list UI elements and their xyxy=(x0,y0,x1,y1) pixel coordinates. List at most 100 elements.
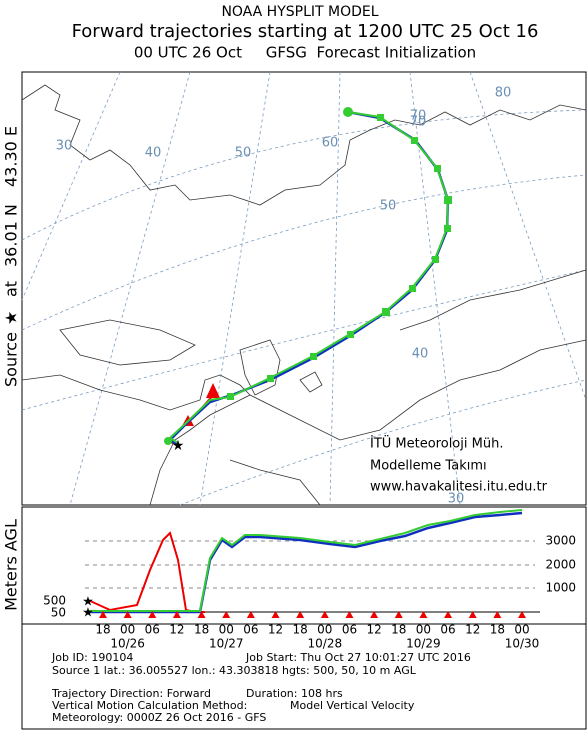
time-marker xyxy=(419,611,428,618)
subtitle: 00 UTC 26 Oct GFSG Forecast Initializati… xyxy=(134,44,476,62)
info-text: Model Vertical Velocity xyxy=(290,699,415,712)
height-blue xyxy=(88,511,523,614)
aral xyxy=(299,371,323,393)
time-marker xyxy=(99,611,107,618)
border xyxy=(399,269,587,331)
info-text: Source 1 lat.: 36.005527 lon.: 43.303818… xyxy=(52,664,417,677)
y-tick-label: 2000 xyxy=(545,558,576,572)
markers xyxy=(164,107,452,445)
hour-label: 00 xyxy=(120,623,135,637)
time-marker xyxy=(320,611,329,618)
gulf xyxy=(229,459,321,506)
date-label: 10/28 xyxy=(308,637,343,651)
time-marker xyxy=(468,611,477,618)
coastlines xyxy=(21,84,587,506)
info-text: Meteorology: 0000Z 26 Oct 2016 - GFS xyxy=(52,711,266,724)
map-frame xyxy=(21,71,587,506)
side-text: 43.30 E xyxy=(2,126,21,187)
date-label: 10/26 xyxy=(110,637,145,651)
info: Job ID: 190104 Job Start: Thu Oct 27 10:… xyxy=(51,651,471,724)
lat-label: 50 xyxy=(380,199,397,214)
date-label: 10/29 xyxy=(406,637,441,651)
time-marker xyxy=(518,611,526,618)
star: ★ xyxy=(2,311,21,325)
hour-label: 12 xyxy=(465,623,480,637)
watermark: İTÜ Meteoroloji Müh. Modelleme Takımı ww… xyxy=(370,435,548,495)
info-text: Job ID: 190104 xyxy=(51,651,133,664)
hour-label: 00 xyxy=(416,623,431,637)
border xyxy=(249,339,587,441)
source-height: 500 xyxy=(43,594,66,608)
time-marker xyxy=(222,611,231,618)
lat-label: 70 xyxy=(410,109,427,124)
trajectories: ★ xyxy=(164,107,452,454)
grid-labels: 30 40 50 60 70 80 70 50 40 30 xyxy=(56,86,512,507)
lon-label: 30 xyxy=(56,139,73,154)
hour-label: 06 xyxy=(243,623,258,637)
profile-grid: 3000 2000 1000 xyxy=(85,534,576,595)
hour-label: 06 xyxy=(440,623,455,637)
lat-line xyxy=(21,109,587,241)
lat-line xyxy=(21,174,587,331)
side-label: Source ★ at 36.01 N 43.30 E xyxy=(2,126,21,387)
info-text: Trajectory Direction: Forward xyxy=(51,687,211,700)
time-marker xyxy=(296,611,305,618)
time-marker xyxy=(271,611,280,618)
hour-label: 18 xyxy=(391,623,406,637)
graticule xyxy=(21,71,587,506)
hour-label: 12 xyxy=(268,623,283,637)
lon-line xyxy=(469,71,587,401)
height-green xyxy=(88,509,523,612)
lon-line xyxy=(21,71,121,301)
lon-label: 40 xyxy=(145,146,162,161)
coast xyxy=(21,84,587,206)
hour-label: 00 xyxy=(219,623,234,637)
time-marker xyxy=(246,611,255,618)
time-marker xyxy=(444,611,453,618)
info-frame xyxy=(21,623,587,730)
lat-label: 30 xyxy=(448,492,465,507)
hour-label: 18 xyxy=(293,623,308,637)
lon-label: 70 xyxy=(410,115,427,130)
side-text: Source xyxy=(2,332,21,387)
black-sea xyxy=(59,319,196,366)
star: ★ xyxy=(82,606,94,621)
hour-label: 06 xyxy=(145,623,160,637)
title: NOAA HYSPLIT MODEL xyxy=(221,4,378,20)
hour-label: 18 xyxy=(194,623,209,637)
lon-line xyxy=(69,71,191,506)
side-text: 36.01 N xyxy=(2,204,21,267)
info-text: Vertical Motion Calculation Method: xyxy=(52,699,247,712)
time-marker xyxy=(148,611,157,618)
source-star: ★ xyxy=(172,438,185,454)
time-marker xyxy=(197,611,206,618)
side-text: at xyxy=(2,281,21,297)
hour-label: 12 xyxy=(366,623,381,637)
lon-label: 60 xyxy=(322,136,339,151)
caspian xyxy=(239,339,281,396)
watermark-text: www.havakalitesi.itu.edu.tr xyxy=(370,480,548,495)
star: ★ xyxy=(82,595,94,610)
y-tick-label: 1000 xyxy=(545,581,576,595)
y-axis-label: Meters AGL xyxy=(2,519,21,611)
hour-label: 12 xyxy=(169,623,184,637)
lat-label: 40 xyxy=(412,347,429,362)
watermark-text: Modelleme Takımı xyxy=(370,459,487,474)
hour-label: 18 xyxy=(490,623,505,637)
lat-line xyxy=(179,379,587,506)
y-tick-label: 3000 xyxy=(545,534,576,548)
time-axis: 18 00 06 12 18 00 06 12 18 00 06 12 18 00 06 12 18 0010/2… xyxy=(95,611,539,651)
time-marker xyxy=(394,611,403,618)
coast xyxy=(21,374,251,506)
lon-label: 80 xyxy=(495,86,512,101)
hour-label: 18 xyxy=(95,623,110,637)
watermark-text: İTÜ Meteoroloji Müh. xyxy=(370,435,503,452)
hour-label: 00 xyxy=(317,623,332,637)
hour-label: 06 xyxy=(342,623,357,637)
lon-label: 50 xyxy=(235,146,252,161)
hour-label: 00 xyxy=(514,623,529,637)
time-marker xyxy=(345,611,354,618)
marker xyxy=(206,383,220,398)
time-marker xyxy=(370,611,379,618)
info-text: Duration: 108 hrs xyxy=(246,687,343,700)
